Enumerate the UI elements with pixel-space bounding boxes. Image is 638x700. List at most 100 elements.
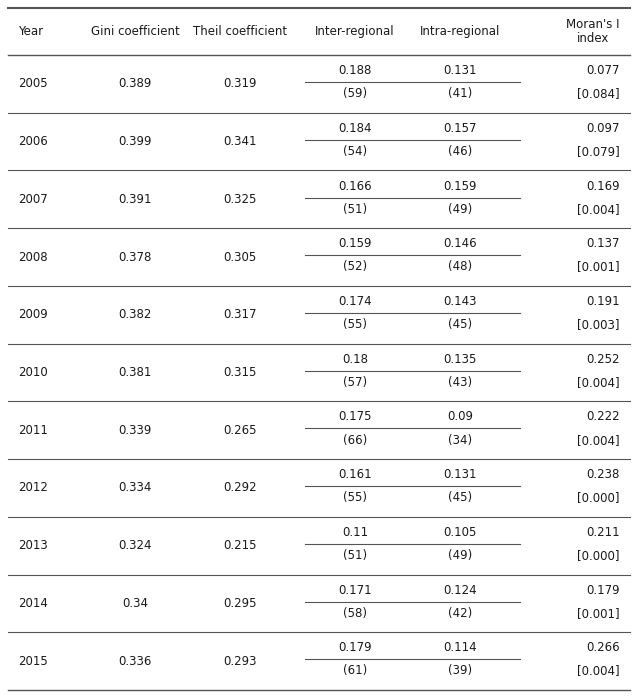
- Text: 0.105: 0.105: [443, 526, 477, 539]
- Text: 0.188: 0.188: [338, 64, 372, 77]
- Text: 2007: 2007: [18, 193, 48, 206]
- Text: 0.399: 0.399: [118, 135, 152, 148]
- Text: 0.166: 0.166: [338, 179, 372, 193]
- Text: 0.334: 0.334: [118, 482, 152, 494]
- Text: 2009: 2009: [18, 308, 48, 321]
- Text: 0.175: 0.175: [338, 410, 372, 424]
- Text: (58): (58): [343, 607, 367, 620]
- Text: 0.171: 0.171: [338, 584, 372, 596]
- Text: (45): (45): [448, 491, 472, 504]
- Text: 0.184: 0.184: [338, 122, 372, 135]
- Text: (55): (55): [343, 491, 367, 504]
- Text: Theil coefficient: Theil coefficient: [193, 25, 287, 38]
- Text: (51): (51): [343, 549, 367, 562]
- Text: 0.325: 0.325: [223, 193, 256, 206]
- Text: 0.211: 0.211: [586, 526, 620, 539]
- Text: 0.34: 0.34: [122, 597, 148, 610]
- Text: 0.319: 0.319: [223, 78, 256, 90]
- Text: 0.266: 0.266: [586, 641, 620, 654]
- Text: 0.382: 0.382: [118, 308, 152, 321]
- Text: 2012: 2012: [18, 482, 48, 494]
- Text: [0.000]: [0.000]: [577, 491, 620, 504]
- Text: (48): (48): [448, 260, 472, 274]
- Text: 0.11: 0.11: [342, 526, 368, 539]
- Text: 0.378: 0.378: [118, 251, 152, 263]
- Text: 0.135: 0.135: [443, 353, 477, 365]
- Text: 2008: 2008: [18, 251, 48, 263]
- Text: 0.252: 0.252: [586, 353, 620, 365]
- Text: (34): (34): [448, 433, 472, 447]
- Text: Moran's I
index: Moran's I index: [567, 18, 620, 46]
- Text: 0.159: 0.159: [338, 237, 372, 251]
- Text: (49): (49): [448, 202, 472, 216]
- Text: (66): (66): [343, 433, 367, 447]
- Text: 0.215: 0.215: [223, 539, 256, 552]
- Text: Year: Year: [18, 25, 43, 38]
- Text: 0.157: 0.157: [443, 122, 477, 135]
- Text: 0.18: 0.18: [342, 353, 368, 365]
- Text: [0.004]: [0.004]: [577, 664, 620, 678]
- Text: 0.339: 0.339: [118, 424, 152, 437]
- Text: 0.191: 0.191: [586, 295, 620, 308]
- Text: 0.169: 0.169: [586, 179, 620, 193]
- Text: 0.09: 0.09: [447, 410, 473, 424]
- Text: (55): (55): [343, 318, 367, 331]
- Text: 0.161: 0.161: [338, 468, 372, 481]
- Text: 0.179: 0.179: [338, 641, 372, 654]
- Text: (45): (45): [448, 318, 472, 331]
- Text: (41): (41): [448, 88, 472, 100]
- Text: 0.336: 0.336: [118, 654, 152, 668]
- Text: (43): (43): [448, 376, 472, 389]
- Text: (57): (57): [343, 376, 367, 389]
- Text: [0.004]: [0.004]: [577, 202, 620, 216]
- Text: 2013: 2013: [18, 539, 48, 552]
- Text: 0.305: 0.305: [223, 251, 256, 263]
- Text: [0.079]: [0.079]: [577, 145, 620, 158]
- Text: 0.317: 0.317: [223, 308, 256, 321]
- Text: (51): (51): [343, 202, 367, 216]
- Text: 2005: 2005: [18, 78, 48, 90]
- Text: 0.315: 0.315: [223, 366, 256, 379]
- Text: [0.004]: [0.004]: [577, 433, 620, 447]
- Text: 2011: 2011: [18, 424, 48, 437]
- Text: 0.143: 0.143: [443, 295, 477, 308]
- Text: 2010: 2010: [18, 366, 48, 379]
- Text: [0.004]: [0.004]: [577, 376, 620, 389]
- Text: 0.265: 0.265: [223, 424, 256, 437]
- Text: 0.146: 0.146: [443, 237, 477, 251]
- Text: 0.222: 0.222: [586, 410, 620, 424]
- Text: 0.174: 0.174: [338, 295, 372, 308]
- Text: 0.114: 0.114: [443, 641, 477, 654]
- Text: [0.001]: [0.001]: [577, 260, 620, 274]
- Text: 0.292: 0.292: [223, 482, 257, 494]
- Text: (52): (52): [343, 260, 367, 274]
- Text: 0.389: 0.389: [118, 78, 152, 90]
- Text: 0.131: 0.131: [443, 64, 477, 77]
- Text: 0.179: 0.179: [586, 584, 620, 596]
- Text: (59): (59): [343, 88, 367, 100]
- Text: (54): (54): [343, 145, 367, 158]
- Text: 0.381: 0.381: [118, 366, 152, 379]
- Text: Gini coefficient: Gini coefficient: [91, 25, 179, 38]
- Text: [0.003]: [0.003]: [577, 318, 620, 331]
- Text: 0.131: 0.131: [443, 468, 477, 481]
- Text: 2014: 2014: [18, 597, 48, 610]
- Text: (46): (46): [448, 145, 472, 158]
- Text: 0.077: 0.077: [586, 64, 620, 77]
- Text: 0.324: 0.324: [118, 539, 152, 552]
- Text: [0.001]: [0.001]: [577, 607, 620, 620]
- Text: 0.238: 0.238: [586, 468, 620, 481]
- Text: 2015: 2015: [18, 654, 48, 668]
- Text: 0.391: 0.391: [118, 193, 152, 206]
- Text: 2006: 2006: [18, 135, 48, 148]
- Text: (39): (39): [448, 664, 472, 678]
- Text: 0.341: 0.341: [223, 135, 256, 148]
- Text: 0.293: 0.293: [223, 654, 256, 668]
- Text: [0.000]: [0.000]: [577, 549, 620, 562]
- Text: [0.084]: [0.084]: [577, 88, 620, 100]
- Text: 0.295: 0.295: [223, 597, 256, 610]
- Text: 0.124: 0.124: [443, 584, 477, 596]
- Text: (42): (42): [448, 607, 472, 620]
- Text: (61): (61): [343, 664, 367, 678]
- Text: 0.137: 0.137: [586, 237, 620, 251]
